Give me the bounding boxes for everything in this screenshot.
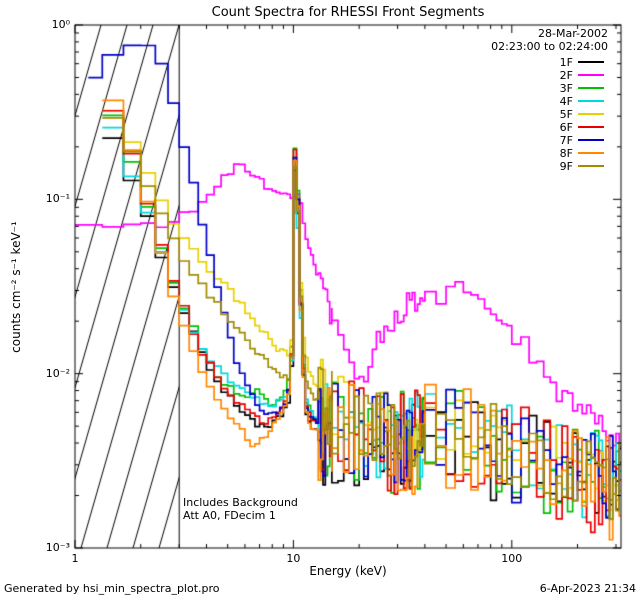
legend-label: 6F [559, 120, 573, 134]
legend-label: 9F [559, 159, 573, 173]
x-tick-label: 10 [286, 552, 301, 565]
legend-label: 8F [559, 146, 573, 160]
legend-line-swatch [578, 100, 604, 102]
x-tick-label: 1 [71, 552, 79, 565]
legend-label: 5F [559, 107, 573, 121]
legend-label: 3F [559, 81, 573, 95]
legend-line-swatch [578, 74, 604, 76]
legend-line-swatch [578, 126, 604, 128]
legend-item: 8F [559, 146, 604, 160]
legend-label: 2F [559, 68, 573, 82]
observation-date: 28-Mar-2002 [538, 27, 608, 40]
legend-item: 3F [559, 81, 604, 95]
legend-item: 1F [559, 55, 604, 69]
x-axis-label: Energy (keV) [309, 564, 387, 578]
y-tick-label: 10⁻¹ [45, 192, 70, 206]
legend-label: 7F [559, 133, 573, 147]
x-tick-label: 100 [501, 552, 523, 565]
legend-line-swatch [578, 139, 604, 141]
footer-plot-timestamp: 6-Apr-2023 21:34 [539, 582, 636, 595]
legend-item: 6F [559, 120, 604, 134]
legend-label: 1F [559, 55, 573, 69]
legend: 1F 2F 3F 4F 5F 6F 7F 8F 9F [559, 55, 604, 173]
legend-line-swatch [578, 113, 604, 115]
y-tick-label: 10⁰ [51, 18, 70, 31]
legend-item: 9F [559, 159, 604, 173]
y-axis-label: counts cm⁻² s⁻¹ keV⁻¹ [9, 221, 23, 353]
legend-line-swatch [578, 61, 604, 63]
legend-item: 7F [559, 133, 604, 147]
observation-time-range: 02:23:00 to 02:24:00 [491, 40, 608, 53]
y-tick-label: 10⁻³ [45, 541, 70, 554]
annotation-attenuator-state: Att A0, FDecim 1 [183, 509, 276, 522]
legend-line-swatch [578, 87, 604, 89]
footer-generator-text: Generated by hsi_min_spectra_plot.pro [4, 582, 220, 595]
legend-line-swatch [578, 165, 604, 167]
legend-item: 5F [559, 107, 604, 121]
legend-label: 4F [559, 94, 573, 108]
legend-item: 4F [559, 94, 604, 108]
y-tick-label: 10⁻² [45, 366, 70, 380]
annotation-includes-background: Includes Background [183, 496, 298, 509]
legend-item: 2F [559, 68, 604, 82]
chart-title: Count Spectra for RHESSI Front Segments [211, 5, 485, 20]
legend-line-swatch [578, 152, 604, 154]
